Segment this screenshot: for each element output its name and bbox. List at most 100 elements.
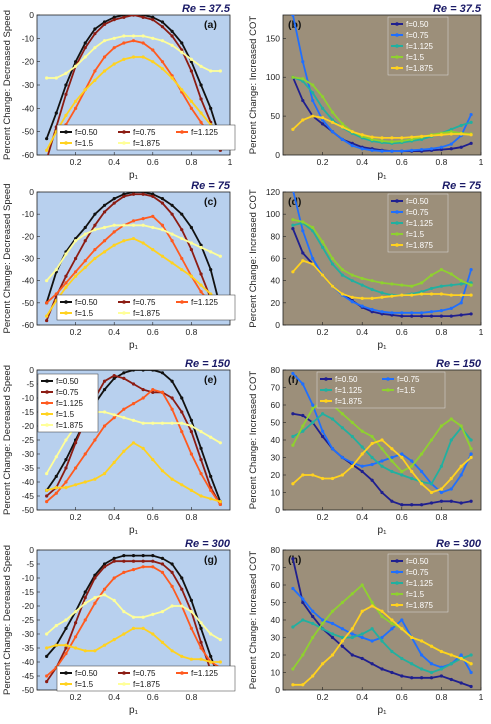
legend-label: f=1.875 <box>133 139 160 148</box>
data-point <box>122 192 126 196</box>
y-tick-label: 10 <box>271 668 281 678</box>
data-point <box>420 653 424 657</box>
data-point <box>311 256 315 261</box>
data-point <box>122 407 126 411</box>
data-point <box>180 228 184 232</box>
legend-marker <box>122 141 126 145</box>
data-point <box>93 477 97 481</box>
y-tick-label: 0 <box>29 545 34 555</box>
data-point <box>102 587 107 591</box>
y-tick-label: -40 <box>22 103 35 113</box>
data-point <box>469 662 473 666</box>
data-point <box>199 472 203 476</box>
y-axis-label: Percent Change: Decreased Speed <box>2 365 13 515</box>
data-point <box>400 503 404 507</box>
x-tick-label: 0.4 <box>108 327 120 337</box>
data-point <box>102 39 107 43</box>
data-point <box>390 618 394 622</box>
data-point <box>400 311 404 315</box>
legend-box <box>56 294 236 321</box>
data-point <box>459 282 463 286</box>
data-point <box>83 46 87 50</box>
legend-label: f=0.75 <box>397 375 420 384</box>
data-point <box>170 604 174 608</box>
data-point <box>321 240 325 244</box>
data-point <box>45 500 49 504</box>
data-point <box>180 430 184 434</box>
data-point <box>301 473 305 477</box>
data-point <box>209 267 213 272</box>
data-point <box>439 133 443 137</box>
data-point <box>141 217 145 221</box>
data-point <box>112 197 116 201</box>
data-point <box>340 455 344 460</box>
data-point <box>301 251 305 255</box>
data-point <box>93 32 97 36</box>
data-point <box>45 632 49 636</box>
y-tick-label: -15 <box>22 407 35 417</box>
legend-label: f=1.125 <box>191 128 218 137</box>
legend-label: f=0.75 <box>406 208 429 217</box>
legend-label: f=0.50 <box>56 377 79 386</box>
data-point <box>180 236 184 241</box>
data-point <box>64 486 68 490</box>
x-tick-label: 0.4 <box>108 512 120 522</box>
data-point <box>74 64 78 68</box>
data-point <box>93 78 97 82</box>
y-tick-label: 30 <box>271 633 281 643</box>
data-point <box>449 417 453 421</box>
data-point <box>151 60 155 64</box>
data-point <box>340 267 344 272</box>
data-point <box>390 136 394 140</box>
data-point <box>469 267 473 272</box>
data-point <box>400 674 404 678</box>
data-point <box>74 270 78 274</box>
legend-marker <box>386 377 390 381</box>
legend-marker <box>180 130 184 134</box>
data-point <box>54 455 58 459</box>
data-point <box>199 458 203 462</box>
data-point <box>189 626 193 631</box>
data-point <box>45 158 48 161</box>
data-point <box>112 62 116 66</box>
data-point <box>160 421 165 425</box>
data-point <box>151 388 155 392</box>
data-point <box>189 598 193 603</box>
data-point <box>180 421 184 425</box>
data-point <box>122 554 126 558</box>
data-point <box>439 284 443 288</box>
data-point <box>291 371 295 376</box>
data-point <box>449 283 453 287</box>
data-point <box>301 220 305 224</box>
y-tick-label: -25 <box>22 435 35 445</box>
data-point <box>102 562 107 566</box>
data-point <box>370 137 374 142</box>
legend-marker <box>395 55 399 59</box>
data-point <box>199 111 203 115</box>
data-point <box>449 132 453 136</box>
data-point <box>360 133 364 137</box>
data-point <box>449 487 453 491</box>
y-axis-label: Percent Change: Decreased Speed <box>2 545 13 695</box>
legend-marker <box>395 559 399 563</box>
x-tick-label: 0.6 <box>396 157 408 167</box>
data-point <box>410 314 414 318</box>
data-point <box>469 455 473 460</box>
legend-label: f=1.125 <box>191 669 218 678</box>
y-tick-label: -40 <box>22 657 35 667</box>
data-point <box>370 287 374 292</box>
data-point <box>74 99 78 103</box>
data-point <box>102 69 107 73</box>
legend-marker <box>45 423 49 427</box>
y-tick-label: -30 <box>22 629 35 639</box>
data-point <box>291 683 295 687</box>
series-f=1.875 <box>291 114 473 140</box>
data-point <box>360 452 364 456</box>
data-point <box>83 265 87 269</box>
data-point <box>131 626 136 631</box>
y-tick-label: 0 <box>275 685 280 695</box>
x-tick-label: 0.4 <box>356 157 368 167</box>
data-point <box>180 587 184 591</box>
y-tick-label: 60 <box>271 580 281 590</box>
panel-title: Re = 300 <box>436 538 482 550</box>
